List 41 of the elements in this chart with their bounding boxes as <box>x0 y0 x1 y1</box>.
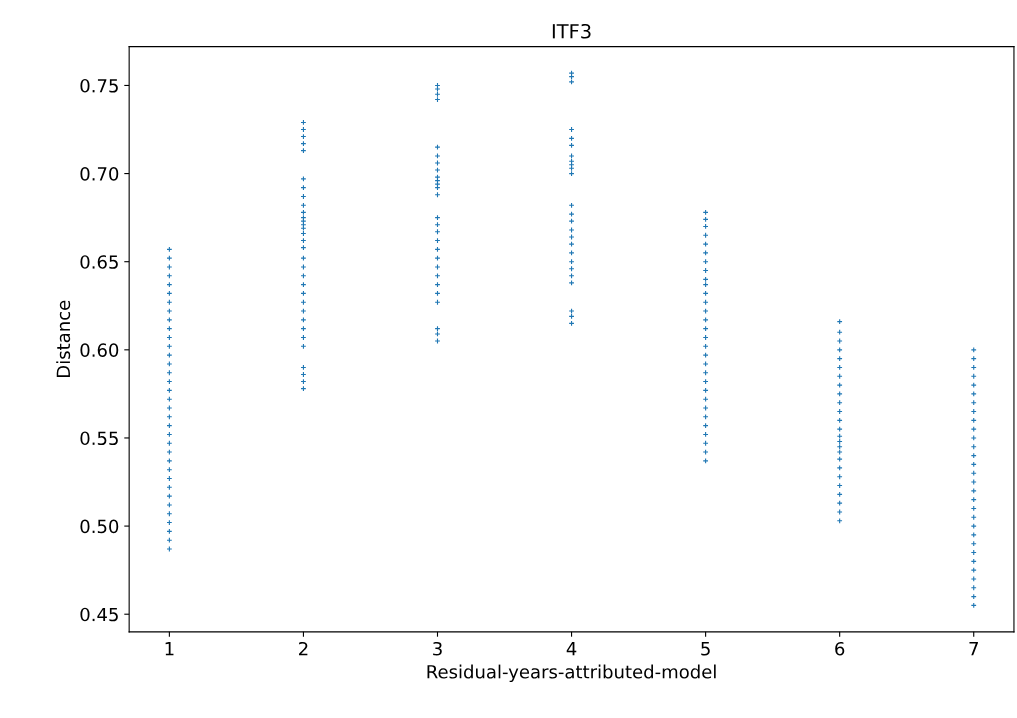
x-tick-label: 5 <box>701 642 710 656</box>
x-tick-label: 6 <box>835 641 845 656</box>
y-tick-label: 0.75 <box>80 78 118 93</box>
y-tick-label: 0.60 <box>80 343 119 357</box>
point <box>568 234 575 240</box>
point <box>434 167 441 174</box>
point <box>568 227 575 233</box>
x-tick-label: 1 <box>165 642 174 656</box>
point <box>836 338 843 344</box>
point <box>434 160 441 166</box>
y-tick-label: 0.55 <box>80 431 118 446</box>
x-tick-label: 4 <box>566 642 577 656</box>
x-tick-label: 3 <box>433 641 442 656</box>
point <box>166 308 173 315</box>
point <box>434 152 441 159</box>
point <box>702 405 709 411</box>
x-axis-title: Residual-years-attributed-model <box>427 664 716 683</box>
y-axis-title: Distance <box>56 300 71 377</box>
x-tick-label: 2 <box>299 641 308 656</box>
point <box>166 405 173 411</box>
point <box>434 338 441 344</box>
point <box>300 308 307 315</box>
x-tick-label: 7 <box>969 642 978 656</box>
y-tick-label: 0.50 <box>80 519 119 534</box>
chart-title: ITF3 <box>552 23 591 39</box>
point <box>434 264 441 270</box>
point <box>970 576 977 582</box>
point <box>970 479 977 485</box>
point <box>568 308 575 315</box>
point <box>300 264 307 270</box>
y-tick-label: 0.45 <box>80 607 118 622</box>
point <box>434 86 441 92</box>
point <box>836 509 843 515</box>
point <box>702 308 709 315</box>
point <box>166 546 173 552</box>
point <box>434 331 441 337</box>
point <box>568 152 575 159</box>
point <box>970 434 977 441</box>
point <box>166 264 173 270</box>
y-tick-label: 0.65 <box>80 255 118 269</box>
y-tick-label: 0.70 <box>80 167 119 181</box>
